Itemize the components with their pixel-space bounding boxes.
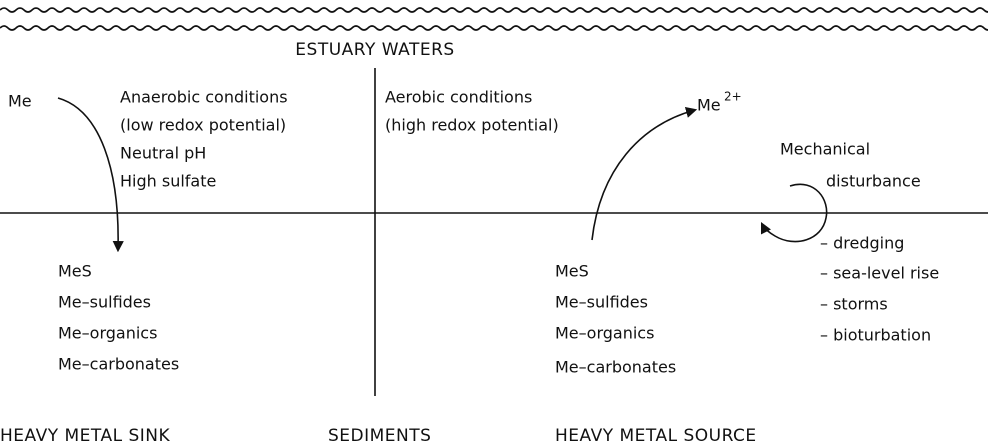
disturbance-arrow bbox=[760, 183, 828, 243]
sediment-form: Me–carbonates bbox=[555, 358, 676, 377]
condition: Neutral pH bbox=[120, 144, 206, 163]
sediment-form: Me–carbonates bbox=[58, 355, 179, 374]
condition: Anaerobic conditions bbox=[120, 88, 288, 107]
source-label: HEAVY METAL SOURCE bbox=[555, 426, 757, 446]
disturbance-cause: – sea-level rise bbox=[820, 264, 939, 283]
sediment-form: Me–organics bbox=[58, 324, 157, 343]
disturbance-title: Mechanical bbox=[780, 140, 870, 159]
species: Me bbox=[697, 96, 721, 115]
disturbance-title: disturbance bbox=[826, 172, 921, 191]
disturbance-cause: – storms bbox=[820, 295, 888, 314]
source-arrow bbox=[591, 106, 698, 241]
sediment-form: Me–sulfides bbox=[58, 293, 151, 312]
sink-label: HEAVY METAL SINK bbox=[0, 426, 170, 446]
condition: (low redox potential) bbox=[120, 116, 286, 135]
water-wave bbox=[0, 7, 988, 13]
disturbance-cause: – bioturbation bbox=[820, 326, 931, 345]
condition: Aerobic conditions bbox=[385, 88, 532, 107]
center-label: SEDIMENTS bbox=[328, 426, 431, 446]
sediment-form: MeS bbox=[58, 262, 92, 281]
sediment-form: Me–sulfides bbox=[555, 293, 648, 312]
sediment-form: MeS bbox=[555, 262, 589, 281]
water-wave bbox=[0, 25, 988, 31]
condition: High sulfate bbox=[120, 172, 216, 191]
disturbance-cause: – dredging bbox=[820, 234, 904, 253]
condition: (high redox potential) bbox=[385, 116, 559, 135]
species: Me bbox=[8, 92, 32, 111]
sediment-form: Me–organics bbox=[555, 324, 654, 343]
charge: 2+ bbox=[724, 90, 742, 104]
sink-arrow bbox=[57, 97, 124, 253]
title: ESTUARY WATERS bbox=[295, 40, 454, 60]
